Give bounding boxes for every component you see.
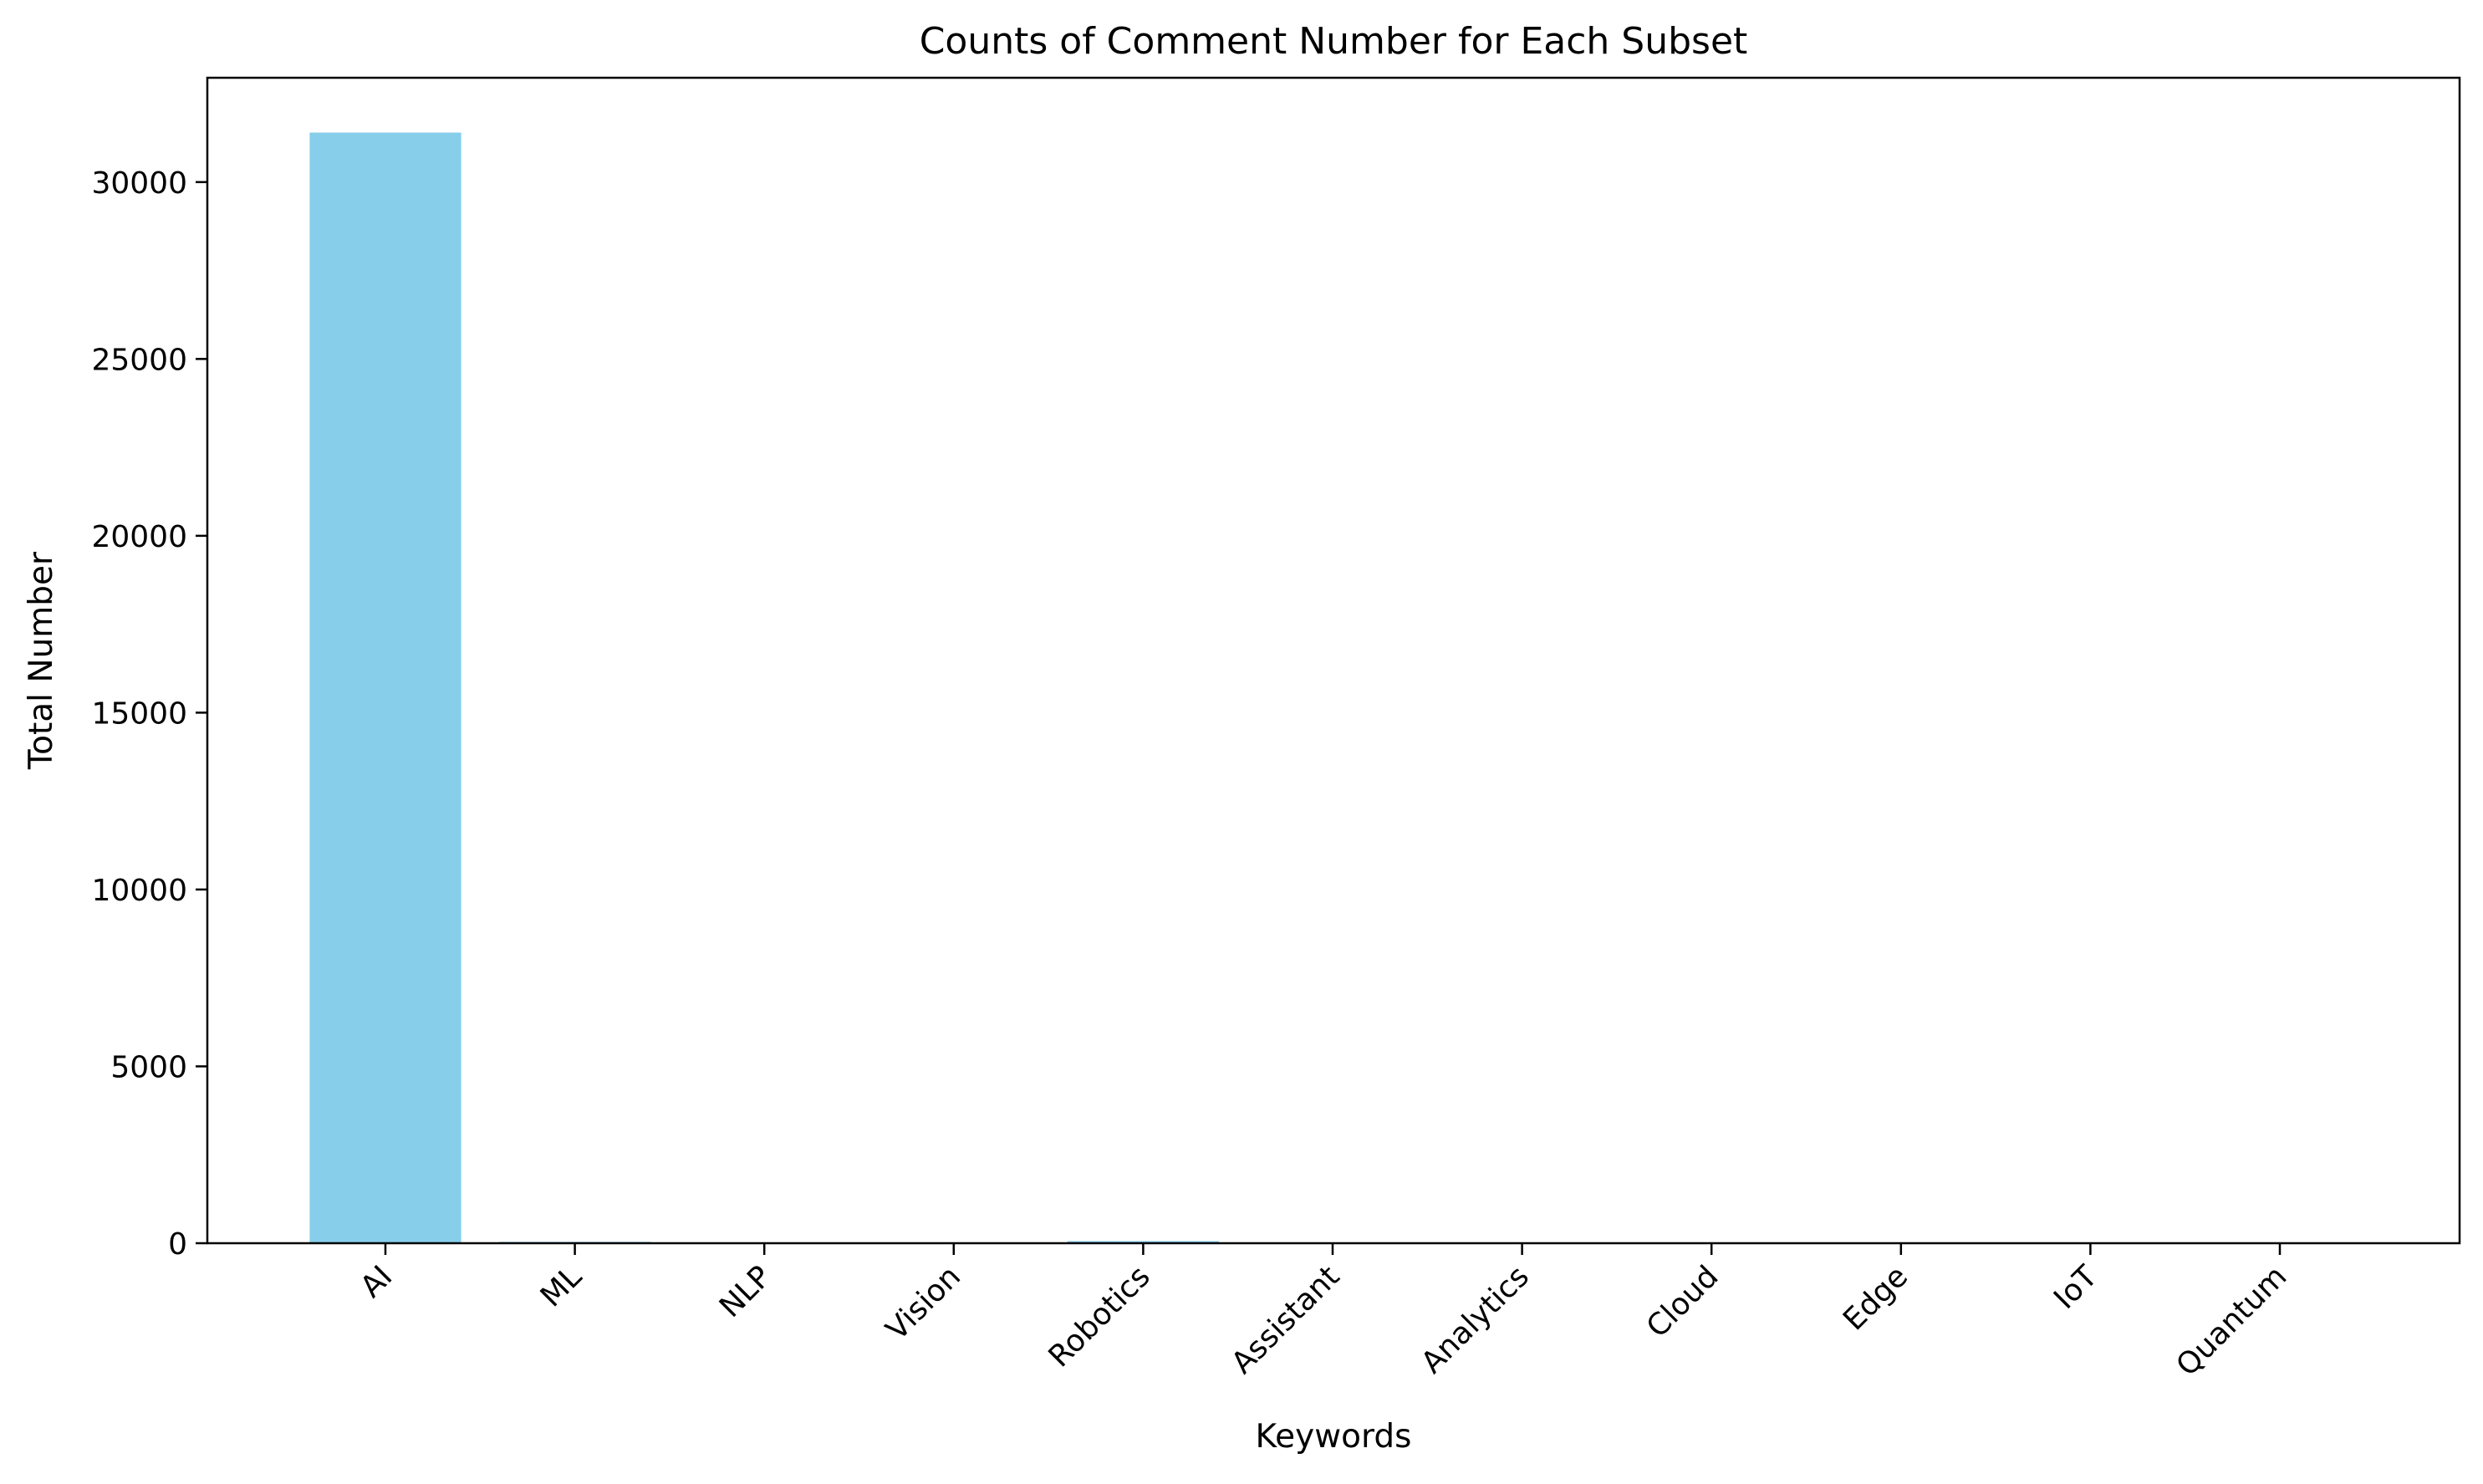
y-axis-label: Total Number <box>23 551 60 770</box>
y-tick-label: 5000 <box>110 1050 187 1084</box>
x-tick-label: Vision <box>880 1259 967 1347</box>
x-axis-label: Keywords <box>1256 1418 1412 1456</box>
y-tick-label: 20000 <box>91 520 187 554</box>
y-tick-label: 30000 <box>91 166 187 201</box>
x-tick-label: Edge <box>1837 1259 1915 1337</box>
x-tick-label: AI <box>354 1259 399 1304</box>
y-tick-label: 0 <box>168 1227 187 1262</box>
y-tick-label: 25000 <box>91 343 187 377</box>
x-tick-label: NLP <box>713 1259 778 1324</box>
x-tick-label: Quantum <box>2170 1259 2294 1383</box>
x-tick-label: Assistant <box>1225 1259 1346 1380</box>
x-tick-label: Analytics <box>1415 1259 1536 1380</box>
plot-frame <box>207 78 2460 1243</box>
x-tick-label: ML <box>534 1259 589 1313</box>
y-axis-ticks: 0 5000 10000 15000 20000 25000 30000 <box>91 166 207 1262</box>
x-axis-ticks: AI ML NLP Vision Robotics Assistant Analytics C… <box>354 1243 2293 1383</box>
y-tick-label: 10000 <box>91 874 187 908</box>
y-tick-label: 15000 <box>91 696 187 731</box>
x-tick-label: Cloud <box>1640 1259 1726 1344</box>
x-tick-label: IoT <box>2047 1259 2104 1316</box>
bar-ai <box>309 133 461 1243</box>
bars-group <box>309 133 2355 1243</box>
x-tick-label: Robotics <box>1043 1259 1157 1374</box>
chart-title: Counts of Comment Number for Each Subset <box>920 20 1748 63</box>
